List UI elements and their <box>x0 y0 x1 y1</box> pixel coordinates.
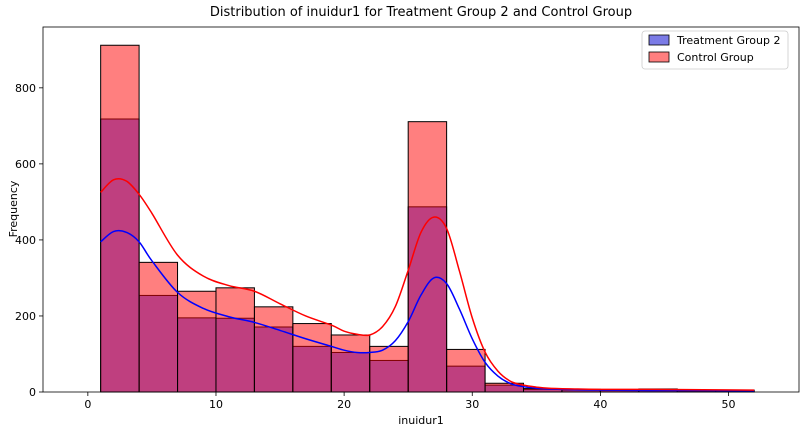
kde-line-control-group <box>100 177 755 391</box>
bar-control-group <box>292 323 332 393</box>
y-tick-label: 800 <box>15 82 36 95</box>
legend-swatch-treatment-group-2 <box>648 34 670 46</box>
y-axis-ticks: 0 200 400 600 800 <box>15 82 43 399</box>
legend: Treatment Group 2 Control Group <box>641 30 789 70</box>
x-tick-label: 0 <box>84 398 91 411</box>
legend-swatch-control-group <box>648 51 670 63</box>
chart-title: Distribution of inuidur1 for Treatment G… <box>210 5 632 20</box>
bar-control-group <box>446 348 486 393</box>
kde-layer <box>100 177 755 392</box>
bar-control-group <box>100 44 140 393</box>
bar-control-group <box>177 290 217 393</box>
y-axis-label: Frequency <box>7 180 20 237</box>
bar-control-group <box>369 345 409 393</box>
legend-label-treatment-group-2: Treatment Group 2 <box>676 34 780 47</box>
x-tick-label: 10 <box>209 398 223 411</box>
kde-line-treatment-group-2 <box>100 229 755 392</box>
x-tick-label: 40 <box>593 398 607 411</box>
legend-box <box>641 30 789 70</box>
bar-control-group <box>253 306 294 393</box>
x-tick-label: 30 <box>465 398 479 411</box>
x-tick-label: 20 <box>337 398 351 411</box>
x-axis-ticks: 0 10 20 30 40 50 <box>84 392 736 411</box>
bar-control-group <box>407 121 448 393</box>
y-tick-label: 200 <box>15 310 36 323</box>
plot-frame <box>42 26 800 393</box>
x-axis-label: inuidur1 <box>398 414 444 427</box>
bars-layer <box>100 44 755 393</box>
legend-label-control-group: Control Group <box>677 51 754 64</box>
y-tick-label: 0 <box>29 386 36 399</box>
bar-control-group <box>330 334 371 393</box>
bar-control-group <box>215 287 255 393</box>
y-tick-label: 400 <box>15 234 36 247</box>
y-tick-label: 600 <box>15 158 36 171</box>
x-tick-label: 50 <box>722 398 736 411</box>
bar-control-group <box>138 261 179 393</box>
